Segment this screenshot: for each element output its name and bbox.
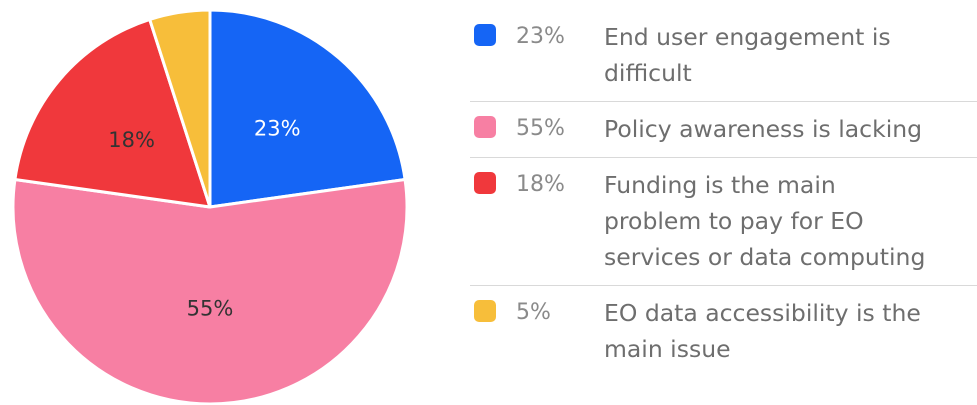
legend-percent: 23% [516,24,565,49]
pie-slice-data-accessibility [148,8,212,209]
pie-chart-svg: 23% 55% 18% [11,8,409,405]
pie-slice-funding [13,17,212,209]
legend-swatch-red [474,172,496,194]
legend-label: Funding is the main problem to pay for E… [604,171,926,271]
legend-item-data-accessibility: 5% EO data accessibility is the main iss… [470,286,977,377]
legend-swatch-pink [474,116,496,138]
legend-item-policy-awareness: 55% Policy awareness is lacking [470,102,977,158]
legend-label: End user engagement is difficult [604,23,891,87]
pie-slice-label-end-user-engagement: 23% [254,117,301,141]
pie-slice-policy-awareness [11,178,409,405]
legend-percent: 55% [516,116,565,141]
pie-slice-label-policy-awareness: 55% [187,296,234,320]
pie-chart: 23% 55% 18% [0,0,420,405]
legend-item-funding: 18% Funding is the main problem to pay f… [470,158,977,286]
legend: 23% End user engagement is difficult 55%… [470,10,977,377]
legend-label: EO data accessibility is the main issue [604,299,921,363]
pie-slice-label-funding: 18% [108,128,155,152]
pie-slice-end-user-engagement [208,8,407,209]
legend-swatch-yellow [474,300,496,322]
legend-swatch-blue [474,24,496,46]
legend-label: Policy awareness is lacking [604,115,923,143]
legend-percent: 18% [516,172,565,197]
legend-percent: 5% [516,300,551,325]
legend-item-end-user-engagement: 23% End user engagement is difficult [470,10,977,102]
